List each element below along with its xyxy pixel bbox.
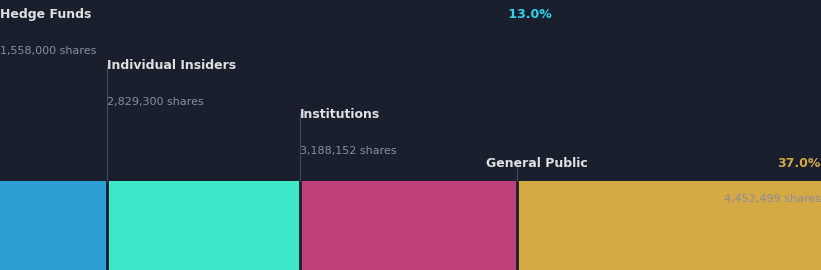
- Bar: [517, 181, 821, 270]
- Text: General Public: General Public: [486, 157, 592, 170]
- Bar: [107, 181, 300, 270]
- Text: Individual Insiders: Individual Insiders: [107, 59, 236, 72]
- Text: 2,829,300 shares: 2,829,300 shares: [107, 97, 204, 107]
- Text: Institutions: Institutions: [300, 108, 380, 121]
- Text: 13.0%: 13.0%: [504, 8, 552, 21]
- Bar: [300, 181, 517, 270]
- Text: 4,452,499 shares: 4,452,499 shares: [724, 194, 821, 204]
- Bar: [0, 181, 107, 270]
- Text: 1,558,000 shares: 1,558,000 shares: [0, 46, 96, 56]
- Text: 3,188,152 shares: 3,188,152 shares: [300, 146, 397, 156]
- Text: Hedge Funds: Hedge Funds: [0, 8, 91, 21]
- Text: 37.0%: 37.0%: [777, 157, 821, 170]
